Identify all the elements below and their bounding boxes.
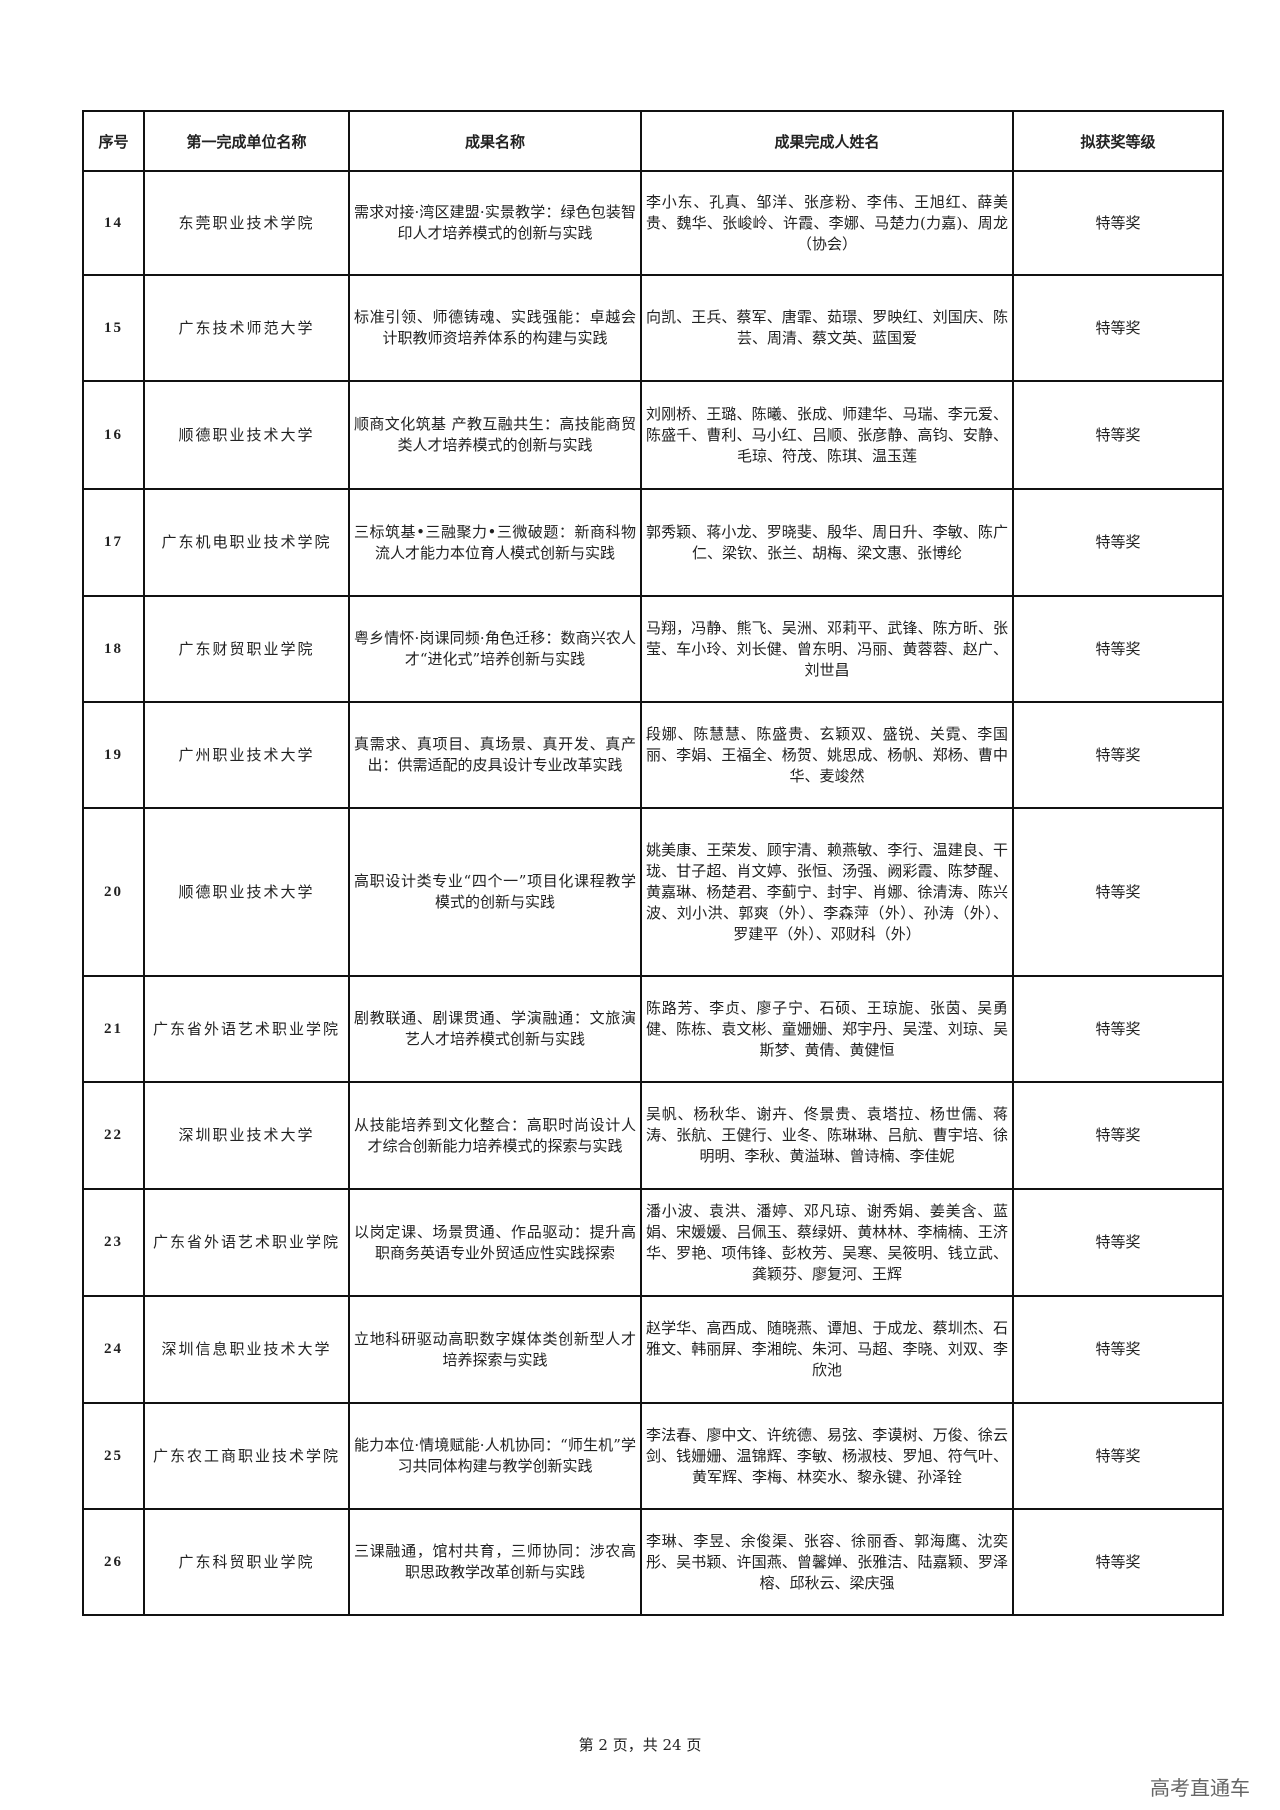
achievement-title: 粤乡情怀·岗课同频·角色迁移：数商兴农人才“进化式”培养创新与实践 (348, 595, 642, 703)
completers-names: 姚美康、王荣发、顾宇清、赖燕敏、李行、温建良、干珑、甘子超、肖文婷、张恒、汤强、… (640, 807, 1014, 977)
row-number: 22 (82, 1081, 145, 1190)
row-number: 26 (82, 1508, 145, 1616)
completers-names: 向凯、王兵、蔡军、唐霏、茹璟、罗映红、刘国庆、陈芸、周清、蔡文英、蓝国爱 (640, 274, 1014, 382)
header-no: 序号 (82, 110, 145, 172)
completers-names: 李法春、廖中文、许统德、易弦、李谟树、万俊、徐云剑、钱姗姗、温锦辉、李敏、杨淑枝… (640, 1402, 1014, 1510)
award-level: 特等奖 (1012, 1402, 1224, 1510)
table-row: 21 广东省外语艺术职业学院 剧教联通、剧课贯通、学演融通：文旅演艺人才培养模式创新… (82, 975, 1224, 1083)
table-row: 23 广东省外语艺术职业学院 以岗定课、场景贯通、作品驱动：提升高职商务英语专业外贸… (82, 1188, 1224, 1297)
row-number: 18 (82, 595, 145, 703)
award-level: 特等奖 (1012, 1081, 1224, 1190)
table-row: 22 深圳职业技术大学 从技能培养到文化整合：高职时尚设计人才综合创新能力培养模式的… (82, 1081, 1224, 1190)
table-row: 16 顺德职业技术大学 顺商文化筑基 产教互融共生：高技能商贸类人才培养模式的创新与… (82, 380, 1224, 490)
table-row: 14 东莞职业技术学院 需求对接·湾区建盟·实景教学：绿色包装智印人才培养模式的创新… (82, 170, 1224, 276)
completers-names: 李琳、李昱、余俊渠、张容、徐丽香、郭海鹰、沈奕彤、吴书颖、许国燕、曾馨婵、张雅洁… (640, 1508, 1014, 1616)
header-people: 成果完成人姓名 (640, 110, 1014, 172)
row-number: 16 (82, 380, 145, 490)
achievement-title: 需求对接·湾区建盟·实景教学：绿色包装智印人才培养模式的创新与实践 (348, 170, 642, 276)
achievement-title: 立地科研驱动高职数字媒体类创新型人才培养探索与实践 (348, 1295, 642, 1404)
completers-names: 刘刚桥、王璐、陈曦、张成、师建华、马瑞、李元爱、陈盛千、曹利、马小红、吕顺、张彦… (640, 380, 1014, 490)
row-number: 23 (82, 1188, 145, 1297)
table-row: 18 广东财贸职业学院 粤乡情怀·岗课同频·角色迁移：数商兴农人才“进化式”培养创新… (82, 595, 1224, 703)
unit-name: 顺德职业技术大学 (143, 807, 350, 977)
unit-name: 广东省外语艺术职业学院 (143, 1188, 350, 1297)
award-level: 特等奖 (1012, 1188, 1224, 1297)
header-title: 成果名称 (348, 110, 642, 172)
unit-name: 广东农工商职业技术学院 (143, 1402, 350, 1510)
row-number: 17 (82, 488, 145, 597)
award-level: 特等奖 (1012, 488, 1224, 597)
unit-name: 广东科贸职业学院 (143, 1508, 350, 1616)
award-level: 特等奖 (1012, 595, 1224, 703)
achievement-title: 顺商文化筑基 产教互融共生：高技能商贸类人才培养模式的创新与实践 (348, 380, 642, 490)
table-row: 25 广东农工商职业技术学院 能力本位·情境赋能·人机协同：“师生机”学习共同体构建… (82, 1402, 1224, 1510)
watermark: 高考直通车 (1150, 1776, 1250, 1800)
row-number: 15 (82, 274, 145, 382)
achievement-title: 三课融通，馆村共育，三师协同：涉农高职思政教学改革创新与实践 (348, 1508, 642, 1616)
achievement-title: 能力本位·情境赋能·人机协同：“师生机”学习共同体构建与教学创新实践 (348, 1402, 642, 1510)
table-row: 15 广东技术师范大学 标准引领、师德铸魂、实践强能：卓越会计职教师资培养体系的构建… (82, 274, 1224, 382)
table-row: 20 顺德职业技术大学 高职设计类专业“四个一”项目化课程教学模式的创新与实践 姚美康… (82, 807, 1224, 977)
award-level: 特等奖 (1012, 701, 1224, 809)
row-number: 19 (82, 701, 145, 809)
achievement-title: 高职设计类专业“四个一”项目化课程教学模式的创新与实践 (348, 807, 642, 977)
row-number: 14 (82, 170, 145, 276)
unit-name: 广东技术师范大学 (143, 274, 350, 382)
unit-name: 深圳信息职业技术大学 (143, 1295, 350, 1404)
unit-name: 顺德职业技术大学 (143, 380, 350, 490)
unit-name: 广东财贸职业学院 (143, 595, 350, 703)
row-number: 21 (82, 975, 145, 1083)
award-level: 特等奖 (1012, 170, 1224, 276)
achievement-title: 从技能培养到文化整合：高职时尚设计人才综合创新能力培养模式的探索与实践 (348, 1081, 642, 1190)
award-level: 特等奖 (1012, 975, 1224, 1083)
unit-name: 广州职业技术大学 (143, 701, 350, 809)
award-level: 特等奖 (1012, 807, 1224, 977)
header-award: 拟获奖等级 (1012, 110, 1224, 172)
award-level: 特等奖 (1012, 274, 1224, 382)
completers-names: 李小东、孔真、邹洋、张彦粉、李伟、王旭红、薛美贵、魏华、张峻岭、许霞、李娜、马楚… (640, 170, 1014, 276)
row-number: 20 (82, 807, 145, 977)
completers-names: 赵学华、高西成、随晓燕、谭旭、于成龙、蔡圳杰、石雅文、韩丽屏、李湘皖、朱河、马超… (640, 1295, 1014, 1404)
row-number: 24 (82, 1295, 145, 1404)
table-row: 17 广东机电职业技术学院 三标筑基•三融聚力•三微破题：新商科物流人才能力本位育人… (82, 488, 1224, 597)
award-level: 特等奖 (1012, 380, 1224, 490)
achievement-title: 标准引领、师德铸魂、实践强能：卓越会计职教师资培养体系的构建与实践 (348, 274, 642, 382)
completers-names: 段娜、陈慧慧、陈盛贵、玄颖双、盛锐、关霓、李国丽、李娟、王福全、杨贺、姚思成、杨… (640, 701, 1014, 809)
table-row: 26 广东科贸职业学院 三课融通，馆村共育，三师协同：涉农高职思政教学改革创新与实践… (82, 1508, 1224, 1616)
completers-names: 潘小波、袁洪、潘婷、邓凡琼、谢秀娟、姜美含、蓝娟、宋媛媛、吕佩玉、蔡绿妍、黄林林… (640, 1188, 1014, 1297)
unit-name: 东莞职业技术学院 (143, 170, 350, 276)
table-row: 24 深圳信息职业技术大学 立地科研驱动高职数字媒体类创新型人才培养探索与实践 赵学华… (82, 1295, 1224, 1404)
unit-name: 广东省外语艺术职业学院 (143, 975, 350, 1083)
achievement-title: 以岗定课、场景贯通、作品驱动：提升高职商务英语专业外贸适应性实践探索 (348, 1188, 642, 1297)
table-row: 19 广州职业技术大学 真需求、真项目、真场景、真开发、真产出：供需适配的皮具设计专… (82, 701, 1224, 809)
table-header-row: 序号 第一完成单位名称 成果名称 成果完成人姓名 拟获奖等级 (82, 110, 1224, 172)
row-number: 25 (82, 1402, 145, 1510)
completers-names: 郭秀颖、蒋小龙、罗晓斐、殷华、周日升、李敏、陈广仁、梁钦、张兰、胡梅、梁文惠、张… (640, 488, 1014, 597)
completers-names: 马翔，冯静、熊飞、吴洲、邓莉平、武锋、陈方昕、张莹、车小玲、刘长健、曾东明、冯丽… (640, 595, 1014, 703)
header-unit: 第一完成单位名称 (143, 110, 350, 172)
completers-names: 吴帆、杨秋华、谢卉、佟景贵、袁塔拉、杨世儒、蒋涛、张航、王健行、业冬、陈琳琳、吕… (640, 1081, 1014, 1190)
achievement-title: 三标筑基•三融聚力•三微破题：新商科物流人才能力本位育人模式创新与实践 (348, 488, 642, 597)
completers-names: 陈路芳、李贞、廖子宁、石硕、王琼旎、张茵、吴勇健、陈栋、袁文彬、童姗姗、郑宇丹、… (640, 975, 1014, 1083)
awards-table: 序号 第一完成单位名称 成果名称 成果完成人姓名 拟获奖等级 14 东莞职业技术学… (82, 110, 1224, 1616)
unit-name: 广东机电职业技术学院 (143, 488, 350, 597)
achievement-title: 剧教联通、剧课贯通、学演融通：文旅演艺人才培养模式创新与实践 (348, 975, 642, 1083)
unit-name: 深圳职业技术大学 (143, 1081, 350, 1190)
award-level: 特等奖 (1012, 1295, 1224, 1404)
page-number: 第 2 页，共 24 页 (578, 1736, 702, 1754)
achievement-title: 真需求、真项目、真场景、真开发、真产出：供需适配的皮具设计专业改革实践 (348, 701, 642, 809)
award-level: 特等奖 (1012, 1508, 1224, 1616)
